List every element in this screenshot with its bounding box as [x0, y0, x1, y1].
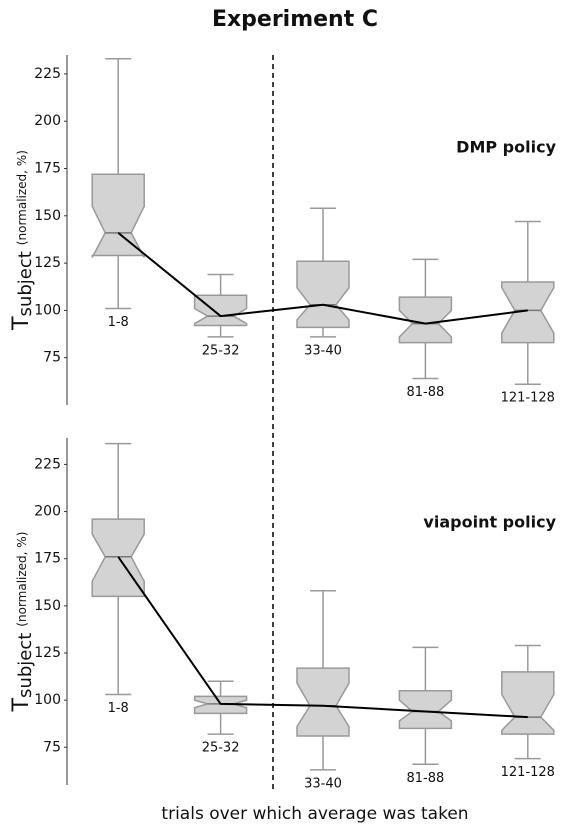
y-tick-label: 175	[34, 551, 61, 567]
y-tick-label: 225	[34, 66, 61, 82]
category-label: 25-32	[202, 741, 240, 756]
y-tick-label: 75	[43, 739, 61, 755]
y-tick-label: 75	[43, 350, 61, 366]
category-label: 1-8	[108, 701, 129, 716]
median-line	[117, 556, 528, 719]
x-axis-label: trials over which average was taken	[161, 804, 468, 824]
box	[398, 689, 453, 730]
chart-title: Experiment C	[212, 7, 378, 32]
y-axis-label: Tsubject (normalized, %)	[9, 532, 36, 713]
category-label: 121-128	[501, 765, 555, 780]
y-tick-label: 200	[34, 504, 61, 520]
y-tick-label: 175	[34, 161, 61, 177]
y-label-sub: subject	[15, 251, 36, 316]
y-tick-label: 225	[34, 456, 61, 472]
box	[193, 294, 248, 327]
box	[296, 260, 350, 329]
y-axis-label: Tsubject (normalized, %)	[9, 150, 36, 331]
y-label-unit: (normalized, %)	[15, 150, 29, 245]
median-line	[117, 232, 528, 325]
y-tick-label: 150	[34, 598, 61, 614]
y-tick-label: 100	[34, 302, 61, 318]
box	[296, 667, 350, 737]
y-tick-label: 125	[34, 645, 61, 661]
category-label: 1-8	[108, 315, 129, 330]
y-label-main: T	[9, 697, 34, 712]
category-label: 81-88	[407, 385, 445, 400]
y-tick-label: 200	[34, 113, 61, 129]
category-label: 33-40	[304, 776, 342, 791]
box	[501, 281, 555, 344]
box	[91, 173, 145, 258]
category-label: 25-32	[202, 343, 240, 358]
y-tick-label: 100	[34, 692, 61, 708]
y-tick-label: 125	[34, 255, 61, 271]
panel-label: DMP policy	[456, 138, 556, 157]
category-label: 121-128	[501, 391, 555, 406]
y-label-sub: subject	[15, 633, 36, 698]
y-label-unit: (normalized, %)	[15, 532, 29, 627]
y-tick-label: 150	[34, 208, 61, 224]
box	[398, 296, 453, 344]
box	[501, 671, 555, 735]
y-label-main: T	[9, 316, 34, 331]
category-label: 81-88	[407, 771, 445, 786]
category-label: 33-40	[304, 343, 342, 358]
panel-label: viapoint policy	[423, 513, 556, 532]
